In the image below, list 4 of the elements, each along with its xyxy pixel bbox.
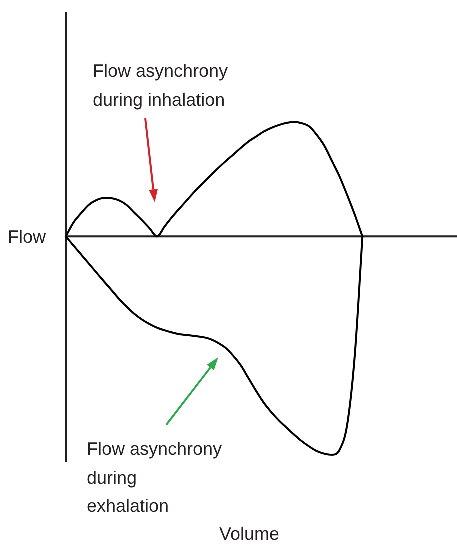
y-axis-title: Flow <box>8 226 46 247</box>
annotation: Flow asynchrony during exhalation <box>87 438 222 518</box>
text: Flow asynchrony during inhalation <box>93 60 228 112</box>
x-axis-title: Volume <box>220 524 280 544</box>
